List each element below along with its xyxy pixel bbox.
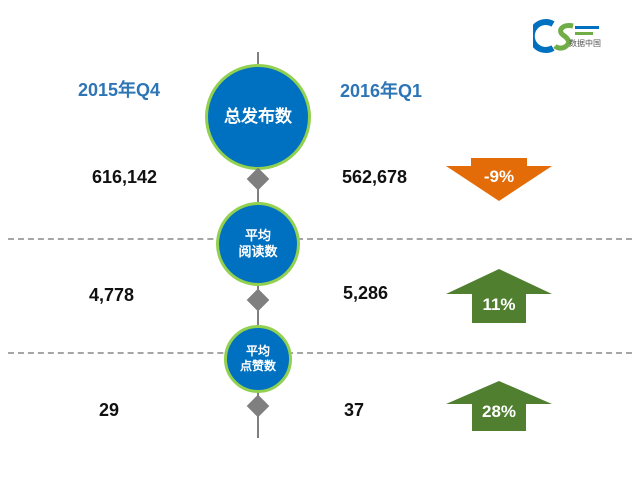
axis-diamond-marker: [246, 288, 270, 312]
axis-diamond-marker: [246, 394, 270, 418]
metric-label: 点赞数: [239, 359, 276, 373]
change-arrow-up: [446, 269, 552, 323]
change-percent-reads: 11%: [482, 295, 516, 314]
change-arrow-up: [446, 381, 552, 431]
change-arrow-down: [446, 158, 552, 201]
change-percent-total: -9%: [483, 167, 515, 186]
metric-circle-avg-likes: 平均 点赞数: [224, 325, 292, 393]
metric-label: 总发布数: [224, 107, 292, 127]
axis-diamond-marker: [246, 167, 270, 191]
metric-circle-avg-reads: 平均 阅读数: [216, 202, 300, 286]
value-2015-q4-likes: 29: [99, 400, 120, 420]
column-header-2016-q1: 2016年Q1: [340, 81, 423, 101]
separator-line: [8, 352, 632, 354]
logo: [533, 19, 599, 53]
logo-caption: 数据中国: [569, 39, 601, 48]
metric-label: 阅读数: [238, 244, 278, 259]
separator-line: [8, 238, 632, 240]
value-2016-q1-reads: 5,286: [343, 283, 389, 303]
value-2015-q4-reads: 4,778: [89, 285, 135, 305]
value-2016-q1-likes: 37: [344, 400, 365, 420]
metric-label: 平均: [244, 227, 271, 243]
metric-label: 平均: [245, 344, 270, 358]
metric-circle-total-posts: 总发布数: [205, 64, 311, 170]
change-percent-likes: 28%: [481, 402, 517, 421]
value-2016-q1-total: 562,678: [342, 167, 408, 187]
value-2015-q4-total: 616,142: [92, 167, 158, 187]
column-header-2015-q4: 2015年Q4: [78, 80, 161, 100]
